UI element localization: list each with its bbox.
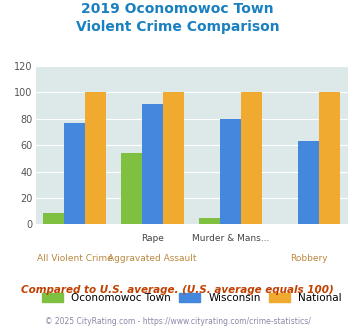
Text: © 2025 CityRating.com - https://www.cityrating.com/crime-statistics/: © 2025 CityRating.com - https://www.city… <box>45 317 310 326</box>
Bar <box>298 141 320 224</box>
Text: Rape: Rape <box>141 234 164 243</box>
Text: Aggravated Assault: Aggravated Assault <box>108 254 197 263</box>
Text: All Violent Crime: All Violent Crime <box>37 254 113 263</box>
Bar <box>85 92 106 224</box>
Bar <box>64 123 85 224</box>
Bar <box>241 92 262 224</box>
Bar <box>199 218 220 224</box>
Bar <box>121 153 142 224</box>
Bar <box>320 92 340 224</box>
Bar <box>43 213 64 224</box>
Bar <box>220 119 241 224</box>
Text: 2019 Oconomowoc Town: 2019 Oconomowoc Town <box>81 2 274 16</box>
Text: Violent Crime Comparison: Violent Crime Comparison <box>76 20 279 34</box>
Text: Compared to U.S. average. (U.S. average equals 100): Compared to U.S. average. (U.S. average … <box>21 285 334 295</box>
Text: Murder & Mans...: Murder & Mans... <box>192 234 269 243</box>
Bar <box>142 104 163 224</box>
Bar <box>163 92 184 224</box>
Text: Robbery: Robbery <box>290 254 328 263</box>
Legend: Oconomowoc Town, Wisconsin, National: Oconomowoc Town, Wisconsin, National <box>42 293 342 303</box>
